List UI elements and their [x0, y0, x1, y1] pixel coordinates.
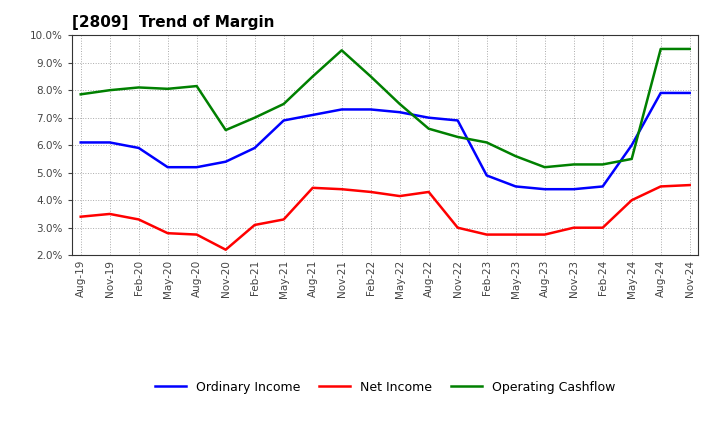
Net Income — [482, 232, 491, 237]
Operating Cashflow — [192, 84, 201, 89]
Legend: Ordinary Income, Net Income, Operating Cashflow: Ordinary Income, Net Income, Operating C… — [150, 376, 621, 399]
Ordinary Income — [308, 112, 317, 117]
Operating Cashflow — [627, 156, 636, 161]
Ordinary Income — [76, 140, 85, 145]
Text: [2809]  Trend of Margin: [2809] Trend of Margin — [72, 15, 274, 30]
Line: Ordinary Income: Ordinary Income — [81, 93, 690, 189]
Operating Cashflow — [308, 74, 317, 79]
Ordinary Income — [395, 110, 404, 115]
Net Income — [135, 217, 143, 222]
Operating Cashflow — [221, 128, 230, 133]
Ordinary Income — [685, 90, 694, 95]
Net Income — [511, 232, 520, 237]
Operating Cashflow — [76, 92, 85, 97]
Operating Cashflow — [570, 162, 578, 167]
Operating Cashflow — [657, 46, 665, 51]
Net Income — [308, 185, 317, 191]
Ordinary Income — [424, 115, 433, 120]
Ordinary Income — [627, 143, 636, 148]
Ordinary Income — [657, 90, 665, 95]
Net Income — [338, 187, 346, 192]
Ordinary Income — [570, 187, 578, 192]
Ordinary Income — [541, 187, 549, 192]
Operating Cashflow — [482, 140, 491, 145]
Operating Cashflow — [105, 88, 114, 93]
Operating Cashflow — [454, 134, 462, 139]
Net Income — [163, 231, 172, 236]
Ordinary Income — [221, 159, 230, 164]
Ordinary Income — [251, 145, 259, 150]
Net Income — [221, 247, 230, 252]
Line: Operating Cashflow: Operating Cashflow — [81, 49, 690, 167]
Ordinary Income — [135, 145, 143, 150]
Net Income — [657, 184, 665, 189]
Operating Cashflow — [366, 74, 375, 79]
Operating Cashflow — [338, 48, 346, 53]
Operating Cashflow — [163, 86, 172, 92]
Net Income — [541, 232, 549, 237]
Net Income — [685, 183, 694, 188]
Net Income — [598, 225, 607, 230]
Ordinary Income — [598, 184, 607, 189]
Ordinary Income — [279, 118, 288, 123]
Net Income — [192, 232, 201, 237]
Net Income — [279, 217, 288, 222]
Operating Cashflow — [395, 101, 404, 106]
Operating Cashflow — [251, 115, 259, 120]
Ordinary Income — [338, 107, 346, 112]
Ordinary Income — [511, 184, 520, 189]
Operating Cashflow — [598, 162, 607, 167]
Ordinary Income — [105, 140, 114, 145]
Net Income — [366, 189, 375, 194]
Net Income — [105, 211, 114, 216]
Operating Cashflow — [541, 165, 549, 170]
Ordinary Income — [192, 165, 201, 170]
Operating Cashflow — [685, 46, 694, 51]
Net Income — [570, 225, 578, 230]
Operating Cashflow — [135, 85, 143, 90]
Operating Cashflow — [279, 101, 288, 106]
Net Income — [424, 189, 433, 194]
Net Income — [627, 198, 636, 203]
Net Income — [454, 225, 462, 230]
Operating Cashflow — [511, 154, 520, 159]
Net Income — [76, 214, 85, 219]
Line: Net Income: Net Income — [81, 185, 690, 249]
Operating Cashflow — [424, 126, 433, 131]
Net Income — [251, 222, 259, 227]
Ordinary Income — [163, 165, 172, 170]
Net Income — [395, 194, 404, 199]
Ordinary Income — [482, 173, 491, 178]
Ordinary Income — [454, 118, 462, 123]
Ordinary Income — [366, 107, 375, 112]
